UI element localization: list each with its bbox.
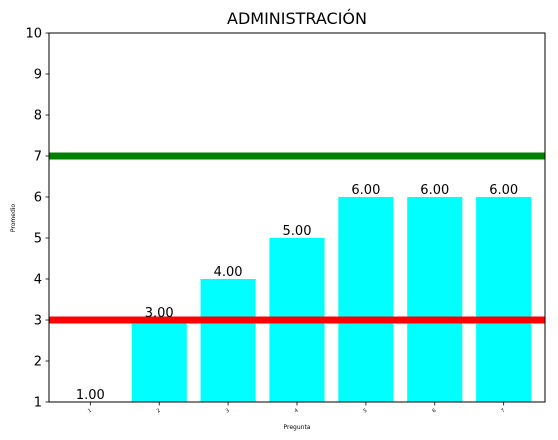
bar-5 <box>338 197 394 402</box>
data-label-4: 5.00 <box>283 224 312 239</box>
x-tick-label-2: 2 <box>156 408 162 415</box>
x-tick-label-3: 3 <box>225 408 231 415</box>
data-label-6: 6.00 <box>420 183 449 198</box>
bar-3 <box>200 279 256 402</box>
x-tick-label-1: 1 <box>87 408 93 415</box>
reference-lines-group <box>49 152 545 324</box>
y-tick-label-6: 6 <box>34 191 42 206</box>
y-axis-label: Promedio <box>10 204 17 233</box>
y-tick-label-5: 5 <box>34 232 42 247</box>
data-label-3: 4.00 <box>214 265 243 280</box>
data-label-7: 6.00 <box>489 183 518 198</box>
y-tick-label-9: 9 <box>34 68 42 83</box>
data-label-2: 3.00 <box>145 306 174 321</box>
data-labels-group: 1.00 3.00 4.00 5.00 6.00 6.00 6.00 <box>76 183 518 403</box>
bar-6 <box>407 197 463 402</box>
y-tick-label-4: 4 <box>34 273 42 288</box>
y-tick-label-1: 1 <box>34 396 42 411</box>
y-tick-label-2: 2 <box>34 355 42 370</box>
chart-title: ADMINISTRACIÓN <box>227 9 367 28</box>
x-axis-label: Pregunta <box>284 424 311 431</box>
x-tick-label-7: 7 <box>500 408 506 415</box>
y-tick-label-7: 7 <box>34 150 42 165</box>
y-tick-label-10: 10 <box>25 27 42 42</box>
data-label-5: 6.00 <box>351 183 380 198</box>
x-tick-label-4: 4 <box>294 408 300 415</box>
x-axis-ticks: 1 2 3 4 5 6 7 <box>87 402 506 415</box>
data-label-1: 1.00 <box>76 388 105 403</box>
x-tick-label-6: 6 <box>431 408 437 415</box>
y-tick-label-3: 3 <box>34 314 42 329</box>
y-axis-ticks: 1 2 3 4 5 6 7 8 9 10 <box>25 27 49 411</box>
y-tick-label-8: 8 <box>34 109 42 124</box>
bars-group <box>131 197 532 402</box>
x-tick-label-5: 5 <box>363 408 369 415</box>
bar-7 <box>476 197 532 402</box>
bar-2 <box>131 320 187 402</box>
